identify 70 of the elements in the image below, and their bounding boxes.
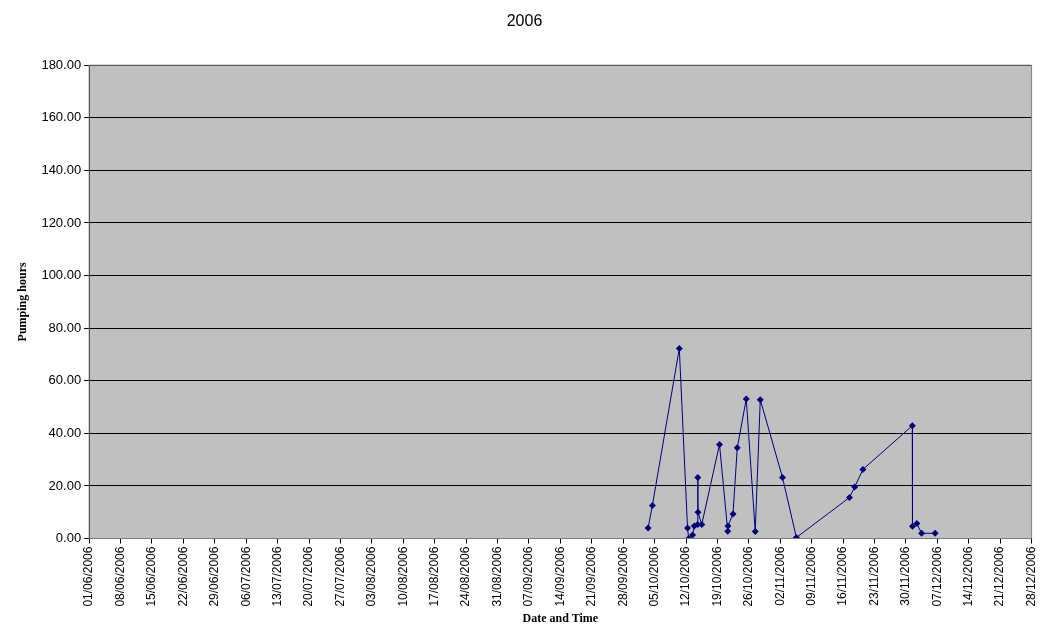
y-tick-label: 180.00	[41, 56, 82, 72]
x-tick-label: 07/09/2006	[521, 546, 536, 607]
point	[724, 522, 732, 530]
x-tick-label: 12/10/2006	[678, 546, 693, 607]
x-tick-label: 21/12/2006	[992, 546, 1007, 607]
point	[845, 494, 853, 502]
y-tick-label: 120.00	[41, 214, 82, 230]
x-tick-label: 23/11/2006	[866, 546, 881, 606]
x-tick-label: 01/06/2006	[81, 546, 96, 607]
point	[675, 344, 683, 352]
x-tick-label: 28/09/2006	[615, 546, 630, 607]
y-tick-label: 0.00	[55, 530, 82, 546]
y-tick-label: 160.00	[41, 109, 82, 125]
x-tick-label: 06/07/2006	[238, 546, 253, 607]
point	[751, 527, 759, 535]
point	[684, 524, 692, 532]
point	[694, 474, 702, 482]
point	[792, 533, 800, 539]
x-tick-label: 19/10/2006	[709, 546, 724, 607]
point	[648, 501, 656, 509]
x-tick-label: 22/06/2006	[175, 546, 190, 607]
point	[644, 524, 652, 532]
point	[931, 529, 939, 537]
chart-title: 2006	[506, 12, 543, 30]
y-tick-label: 80.00	[48, 319, 82, 335]
x-tick-label: 27/07/2006	[332, 546, 347, 607]
x-tick-label: 20/07/2006	[301, 546, 316, 607]
point	[698, 521, 706, 529]
x-tick-label: 31/08/2006	[489, 546, 504, 607]
y-tick-label: 60.00	[48, 372, 82, 388]
y-tick-label: 100.00	[41, 267, 82, 283]
point	[859, 465, 867, 473]
point	[729, 510, 737, 518]
x-tick-label: 09/11/2006	[804, 546, 819, 606]
x-tick-label: 15/06/2006	[144, 546, 159, 607]
point	[918, 529, 926, 537]
x-axis-title: Date and Time	[522, 610, 599, 625]
y-tick-label: 40.00	[48, 424, 82, 440]
point	[908, 422, 916, 430]
point	[913, 520, 921, 528]
x-tick-label: 10/08/2006	[395, 546, 410, 607]
x-tick-label: 21/09/2006	[584, 546, 599, 607]
x-tick-label: 28/12/2006	[1023, 546, 1038, 607]
x-tick-label: 03/08/2006	[364, 546, 379, 607]
x-tick-label: 26/10/2006	[741, 546, 756, 607]
y-tick-label: 20.00	[48, 477, 82, 493]
x-tick-label: 13/07/2006	[269, 546, 284, 607]
y-tick-label: 140.00	[41, 161, 82, 177]
x-tick-label: 08/06/2006	[112, 546, 127, 607]
x-tick-label: 02/11/2006	[772, 546, 787, 606]
point	[779, 474, 787, 482]
x-tick-label: 05/10/2006	[646, 546, 661, 607]
x-tick-label: 24/08/2006	[458, 546, 473, 607]
x-tick-label: 14/12/2006	[961, 546, 976, 607]
x-tick-label: 07/12/2006	[929, 546, 944, 607]
point	[694, 508, 702, 516]
x-tick-label: 30/11/2006	[898, 546, 913, 606]
x-tick-label: 17/08/2006	[427, 546, 442, 607]
point	[908, 522, 916, 530]
x-tick-label: 16/11/2006	[835, 546, 850, 606]
point	[724, 527, 732, 535]
x-tick-label: 14/09/2006	[552, 546, 567, 607]
y-axis-title: Pumping hours	[15, 262, 30, 342]
point	[689, 531, 697, 539]
point	[851, 483, 859, 491]
point	[756, 396, 764, 404]
x-tick-label: 29/06/2006	[207, 546, 222, 607]
point	[742, 395, 750, 403]
point	[716, 440, 724, 448]
point	[733, 444, 741, 452]
